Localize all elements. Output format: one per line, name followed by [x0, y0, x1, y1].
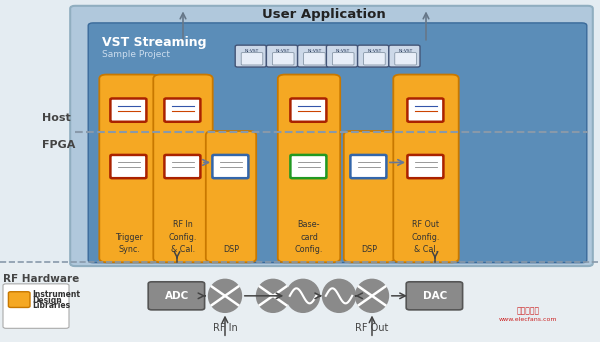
Text: VST Streaming: VST Streaming: [102, 36, 206, 49]
Text: RF Out: RF Out: [413, 220, 439, 229]
Text: & Cal.: & Cal.: [414, 245, 438, 254]
FancyBboxPatch shape: [88, 23, 587, 263]
Text: 电子发烧友: 电子发烧友: [517, 307, 539, 316]
Text: DSP: DSP: [223, 245, 239, 254]
FancyBboxPatch shape: [110, 155, 146, 178]
FancyBboxPatch shape: [304, 53, 325, 65]
Text: NI·VST: NI·VST: [336, 49, 350, 53]
Text: Libraries: Libraries: [32, 301, 71, 310]
FancyBboxPatch shape: [407, 98, 443, 122]
FancyBboxPatch shape: [164, 98, 200, 122]
FancyBboxPatch shape: [266, 45, 298, 67]
FancyBboxPatch shape: [241, 53, 263, 65]
Ellipse shape: [287, 279, 320, 312]
Text: RF In: RF In: [212, 323, 238, 333]
FancyBboxPatch shape: [298, 45, 329, 67]
Text: RF In: RF In: [173, 220, 193, 229]
Text: NI·VST: NI·VST: [276, 49, 290, 53]
FancyBboxPatch shape: [350, 155, 386, 178]
FancyBboxPatch shape: [358, 45, 389, 67]
Text: Base-: Base-: [298, 220, 320, 229]
Text: Config.: Config.: [169, 233, 197, 241]
Text: ADC: ADC: [165, 291, 189, 301]
Ellipse shape: [257, 279, 290, 312]
FancyBboxPatch shape: [110, 98, 146, 122]
Text: Trigger: Trigger: [115, 233, 143, 241]
Text: card: card: [300, 233, 318, 241]
Text: Instrument: Instrument: [32, 290, 80, 299]
Text: Config.: Config.: [295, 245, 323, 254]
Text: NI·VST: NI·VST: [398, 49, 413, 53]
Text: Design: Design: [32, 296, 62, 305]
FancyBboxPatch shape: [290, 155, 326, 178]
FancyBboxPatch shape: [389, 45, 420, 67]
Text: Config.: Config.: [412, 233, 440, 241]
Text: NI·VST: NI·VST: [307, 49, 322, 53]
Text: RF Out: RF Out: [355, 323, 389, 333]
FancyBboxPatch shape: [3, 284, 69, 328]
Text: DAC: DAC: [423, 291, 447, 301]
FancyBboxPatch shape: [206, 131, 256, 262]
Text: & Cal.: & Cal.: [171, 245, 195, 254]
Ellipse shape: [323, 279, 355, 312]
FancyBboxPatch shape: [332, 53, 354, 65]
Text: Sync.: Sync.: [118, 245, 140, 254]
Text: www.elecfans.com: www.elecfans.com: [499, 317, 557, 322]
Text: Host: Host: [42, 113, 71, 123]
FancyBboxPatch shape: [278, 75, 340, 262]
FancyBboxPatch shape: [394, 75, 459, 262]
FancyBboxPatch shape: [70, 6, 593, 266]
FancyBboxPatch shape: [0, 262, 600, 342]
Text: User Application: User Application: [262, 8, 386, 21]
Text: RF Hardware: RF Hardware: [3, 274, 79, 284]
FancyBboxPatch shape: [212, 155, 248, 178]
FancyBboxPatch shape: [154, 75, 213, 262]
FancyBboxPatch shape: [407, 155, 443, 178]
FancyBboxPatch shape: [272, 53, 294, 65]
FancyBboxPatch shape: [395, 53, 416, 65]
Text: NI·VST: NI·VST: [367, 49, 382, 53]
Text: NI·VST: NI·VST: [245, 49, 259, 53]
Text: FPGA: FPGA: [42, 140, 76, 150]
FancyBboxPatch shape: [164, 155, 200, 178]
Text: DSP: DSP: [361, 245, 377, 254]
FancyBboxPatch shape: [326, 45, 358, 67]
FancyBboxPatch shape: [290, 98, 326, 122]
FancyBboxPatch shape: [148, 282, 205, 310]
FancyBboxPatch shape: [364, 53, 385, 65]
Ellipse shape: [355, 279, 389, 312]
Ellipse shape: [209, 279, 241, 312]
FancyBboxPatch shape: [235, 45, 266, 67]
FancyBboxPatch shape: [406, 282, 463, 310]
FancyBboxPatch shape: [344, 131, 394, 262]
FancyBboxPatch shape: [99, 75, 158, 262]
FancyBboxPatch shape: [8, 292, 30, 307]
Text: Sample Project: Sample Project: [102, 50, 170, 59]
